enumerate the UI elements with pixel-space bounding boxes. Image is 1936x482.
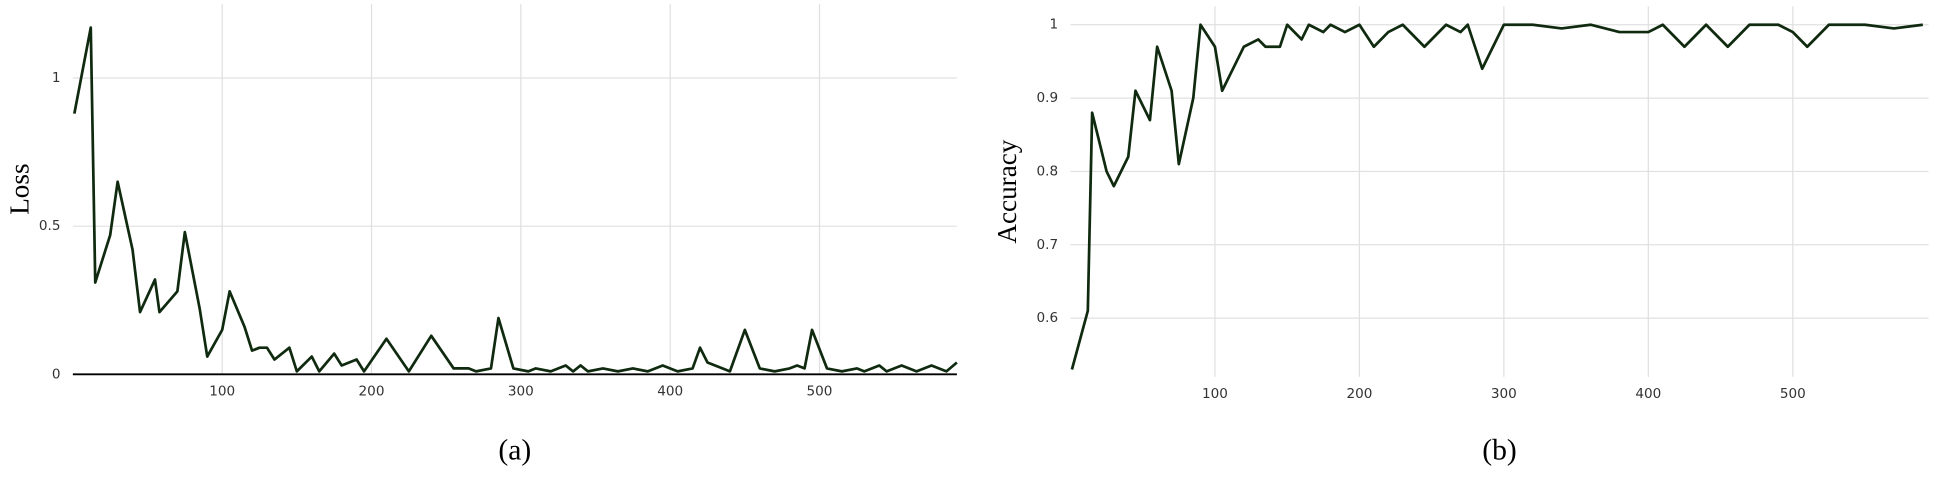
caption: (b) <box>1482 435 1517 467</box>
x-tick-label: 200 <box>1346 386 1372 402</box>
y-tick-label: 0.9 <box>1037 90 1059 106</box>
x-tick-label: 400 <box>657 384 683 400</box>
x-tick-label: 200 <box>359 384 385 400</box>
y-axis-label: Loss <box>4 163 34 214</box>
y-tick-label: 1 <box>1049 17 1058 33</box>
x-tick-label: 100 <box>209 384 235 400</box>
y-axis-label: Accuracy <box>992 139 1022 243</box>
y-tick-label: 0.5 <box>39 218 61 234</box>
y-tick-label: 1 <box>52 70 61 86</box>
y-tick-label: 0.8 <box>1037 163 1059 179</box>
y-tick-label: 0 <box>52 366 61 382</box>
y-tick-label: 0.6 <box>1037 310 1059 326</box>
data-line <box>73 26 958 373</box>
data-line <box>1070 23 1923 370</box>
y-tick-label: 0.7 <box>1037 237 1059 253</box>
x-tick-label: 500 <box>1780 386 1806 402</box>
x-tick-label: 500 <box>807 384 833 400</box>
x-tick-label: 400 <box>1635 386 1661 402</box>
x-tick-label: 300 <box>1491 386 1517 402</box>
caption: (a) <box>498 435 531 467</box>
x-tick-label: 100 <box>1202 386 1228 402</box>
x-tick-label: 300 <box>508 384 534 400</box>
